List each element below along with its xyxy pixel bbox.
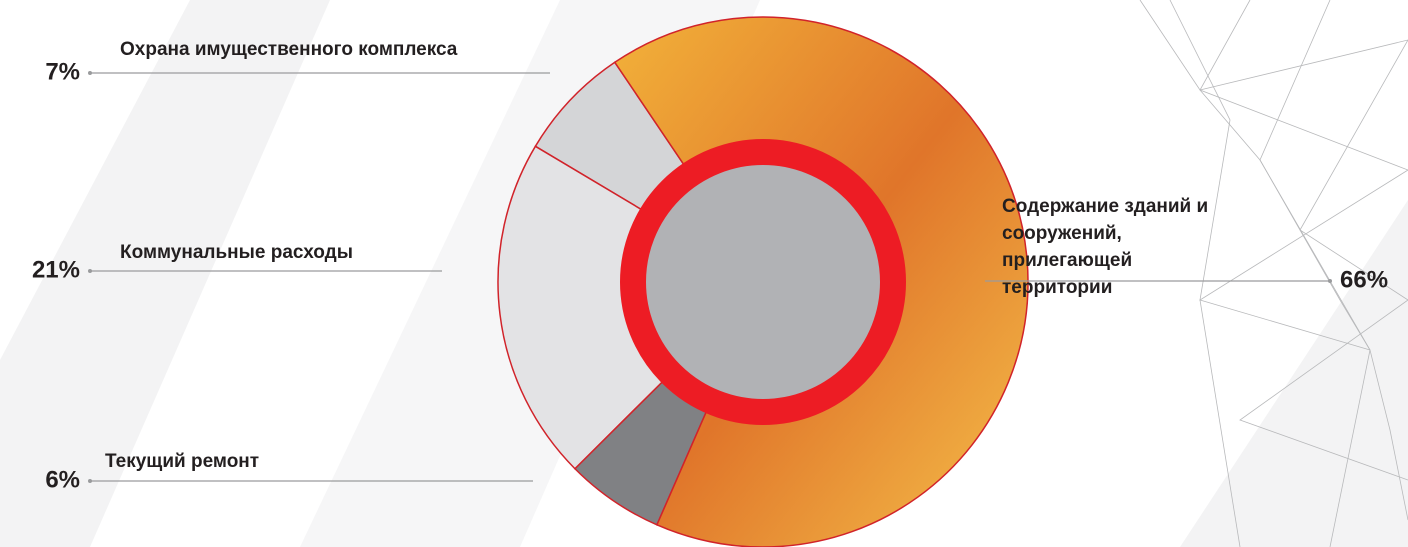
value-label: 6% — [45, 466, 80, 493]
leader-dot — [88, 71, 92, 75]
category-label-line: прилегающей — [1002, 250, 1132, 271]
category-label-line: территории — [1002, 277, 1112, 298]
category-label: Содержание зданий и сооружений, прилегающе… — [1002, 196, 1208, 298]
value-label: 66% — [1340, 266, 1388, 293]
leader-dot — [88, 269, 92, 273]
category-label-line: сооружений, — [1002, 223, 1122, 244]
category-label: Текущий ремонт — [105, 451, 259, 472]
category-label: Охрана имущественного комплекса — [120, 39, 458, 60]
category-label: Коммунальные расходы — [120, 242, 353, 263]
center-ring — [620, 139, 906, 425]
value-label: 7% — [45, 58, 80, 85]
category-label-line: Содержание зданий и — [1002, 196, 1208, 217]
leader-dot — [1328, 279, 1332, 283]
value-label: 21% — [32, 256, 80, 283]
leader-dot — [88, 479, 92, 483]
